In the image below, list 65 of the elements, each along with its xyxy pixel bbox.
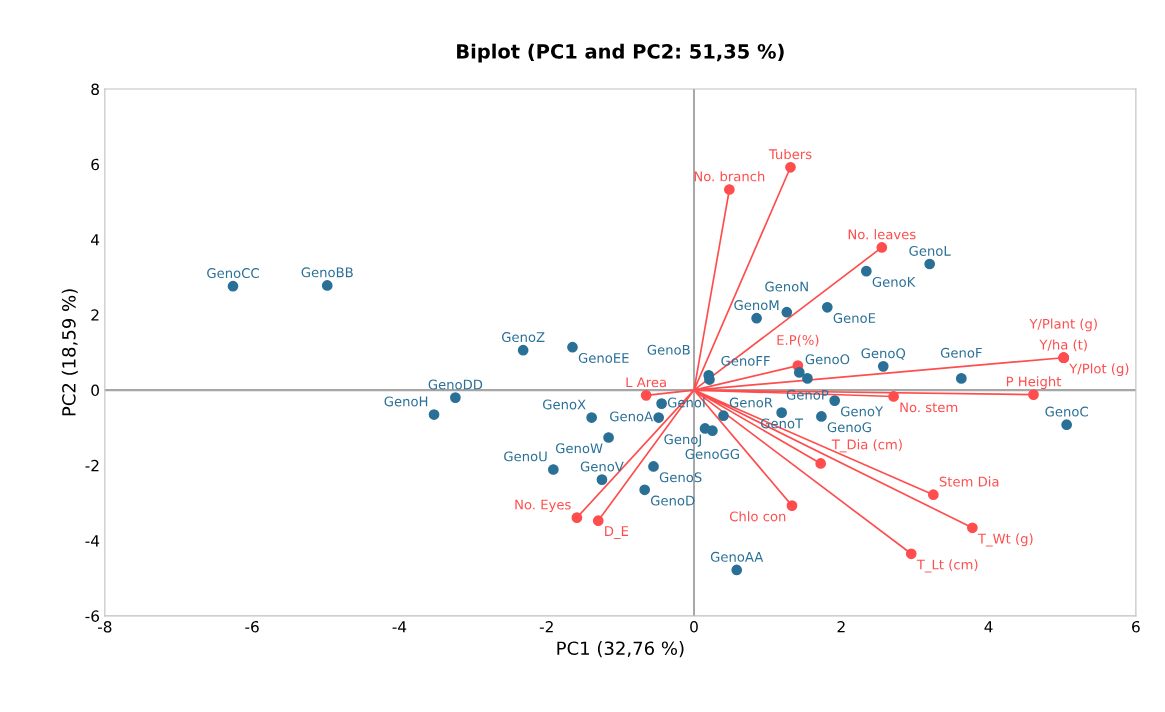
data-label: GenoK: [872, 276, 916, 287]
data-label: GenoDD: [428, 379, 483, 390]
y-tick-label: -6: [85, 610, 100, 622]
x-tick-label: -4: [392, 621, 407, 633]
data-label: GenoD: [650, 495, 695, 506]
x-tick-label: -2: [539, 621, 553, 633]
data-label: Y/Plot (g): [1069, 363, 1129, 377]
x-tick-label: -8: [97, 621, 112, 633]
data-label: GenoM: [734, 300, 779, 311]
data-label: Y/Plant (g): [1029, 318, 1097, 332]
data-label: L Area: [626, 377, 666, 388]
data-label: GenoU: [504, 451, 547, 462]
data-label: E.P(%): [777, 334, 819, 347]
data-label: GenoEE: [578, 352, 629, 363]
data-label: No. branch: [694, 171, 765, 182]
data-label: GenoL: [909, 245, 951, 256]
data-label: GenoX: [543, 399, 586, 410]
data-label: GenoB: [647, 344, 690, 355]
x-tick-label: 0: [690, 621, 698, 633]
y-tick-label: 8: [91, 83, 99, 96]
data-label: GenoC: [1045, 406, 1088, 417]
data-label: D_E: [605, 526, 629, 539]
data-label: Y/ha (t): [1039, 339, 1087, 352]
data-label: GenoW: [555, 443, 603, 454]
data-label: P Height: [1006, 376, 1062, 390]
x-tick-label: -6: [245, 621, 259, 633]
y-tick-label: 4: [91, 234, 100, 246]
data-label: Stem Dia: [939, 476, 999, 487]
x-axis-title: PC1 (32,76 %): [557, 641, 684, 658]
data-label: GenoGG: [685, 449, 739, 459]
data-label: T_Dia (cm): [831, 439, 902, 453]
data-label: No. Eyes: [515, 499, 571, 513]
data-label: GenoG: [827, 422, 871, 433]
data-label: GenoR: [729, 397, 773, 408]
y-tick-label: 6: [91, 158, 100, 171]
x-tick-label: 6: [1132, 621, 1140, 633]
data-label: GenoZ: [501, 332, 545, 343]
data-label: GenoH: [384, 396, 428, 407]
data-label: No. stem: [900, 402, 958, 413]
x-tick-label: 4: [984, 621, 993, 633]
data-label: GenoE: [833, 313, 876, 324]
y-tick-label: -2: [85, 459, 99, 472]
y-tick-label: 0: [91, 384, 99, 397]
y-tick-label: 2: [91, 309, 99, 321]
data-label: GenoF: [940, 347, 982, 358]
y-tick-label: -4: [85, 535, 100, 547]
chart-title: Biplot (PC1 and PC2: 51,35 %): [457, 43, 784, 63]
y-axis-title: PC2 (18,59 %): [61, 289, 78, 416]
data-label: GenoN: [765, 281, 808, 292]
data-label: Tubers: [768, 148, 812, 160]
data-label: GenoJ: [664, 434, 701, 447]
data-label: T_Wt (g): [977, 533, 1033, 547]
x-tick-label: 2: [837, 621, 845, 633]
data-label: GenoO: [805, 354, 850, 365]
data-label: GenoS: [659, 472, 702, 483]
data-label: Chlo con: [729, 511, 786, 522]
data-label: GenoBB: [301, 267, 353, 278]
data-label: No. leaves: [848, 229, 916, 240]
data-label: GenoV: [580, 461, 624, 472]
data-label: T_Lt (cm): [916, 559, 978, 573]
data-label: GenoY: [840, 406, 884, 417]
data-label: GenoCC: [207, 268, 259, 279]
data-label: GenoAA: [710, 551, 764, 562]
data-label: GenoA: [610, 411, 653, 422]
data-label: GenoQ: [861, 348, 906, 360]
